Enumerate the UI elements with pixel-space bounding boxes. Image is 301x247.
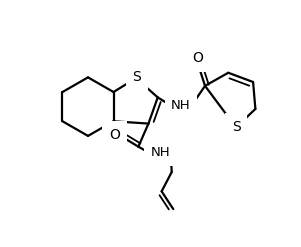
Text: S: S: [232, 121, 240, 134]
Text: NH: NH: [150, 146, 170, 159]
Text: S: S: [132, 70, 141, 84]
Text: O: O: [109, 128, 120, 142]
Text: NH: NH: [171, 99, 191, 112]
Text: O: O: [192, 51, 203, 65]
